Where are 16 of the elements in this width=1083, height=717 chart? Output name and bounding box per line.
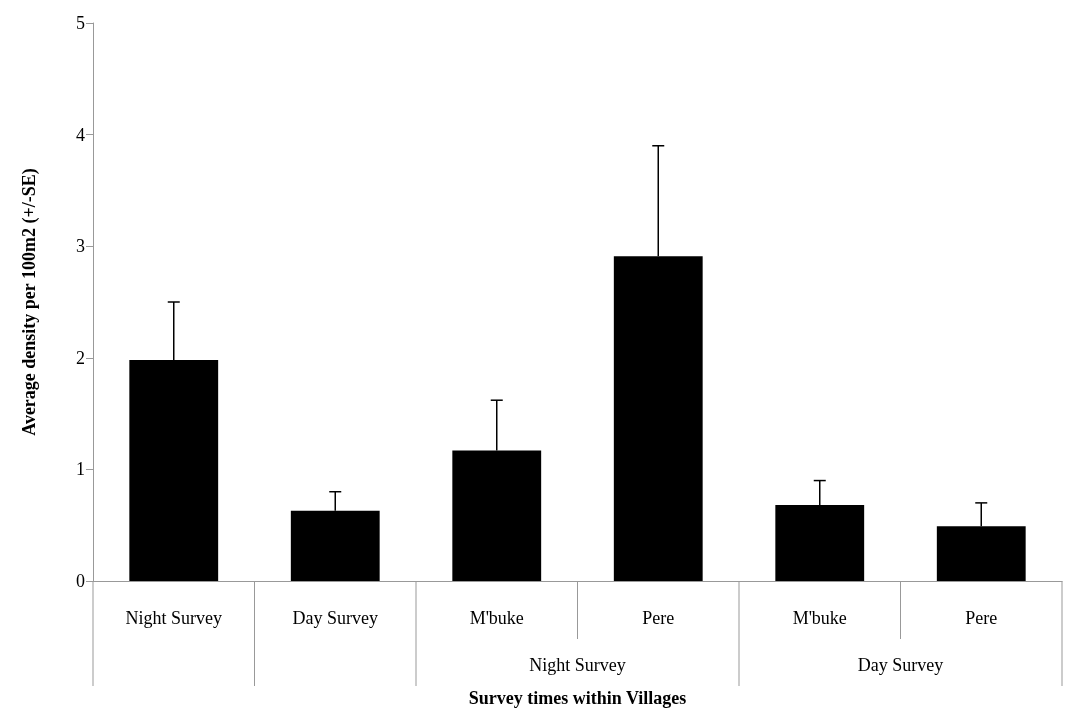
- y-tick-label: 2: [76, 347, 85, 368]
- x-tick-label: Pere: [642, 608, 675, 628]
- x-tick-label: M'buke: [469, 608, 524, 628]
- text: Day Survey: [857, 655, 944, 675]
- y-tick-label: 0: [76, 571, 85, 591]
- y-tick-label: 1: [76, 459, 85, 480]
- text: Night Survey: [529, 655, 626, 675]
- y-tick-label: 3: [76, 236, 85, 257]
- x-tick-label: M'buke: [792, 608, 847, 628]
- x-tick-label: Night Survey: [125, 608, 222, 628]
- y-axis-title: Average density per 100m2 (+/-SE): [19, 168, 40, 436]
- x-tick-label: Day Survey: [292, 608, 378, 628]
- y-tick-label: 4: [76, 124, 85, 145]
- y-tick-label: 5: [76, 13, 85, 33]
- x-tick-label: Pere: [965, 608, 998, 628]
- x-axis-title: Survey times within Villages: [468, 688, 687, 708]
